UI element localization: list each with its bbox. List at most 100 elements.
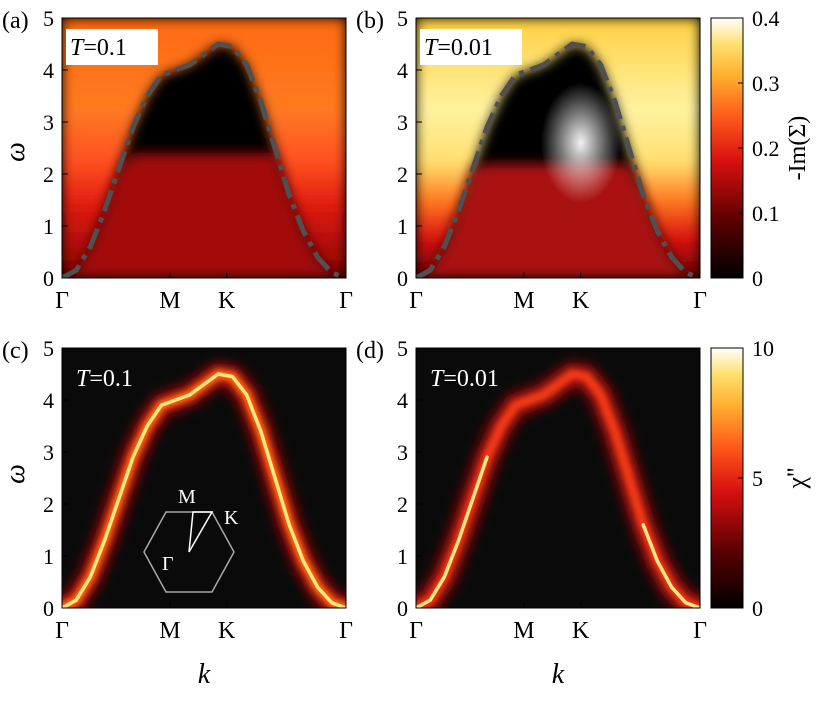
temperature-label-d: T=0.01 xyxy=(430,366,499,392)
x-tick-label: K xyxy=(572,618,590,644)
colorbar-a-label: -Im(Σ) xyxy=(785,116,811,181)
plot-a-frame xyxy=(61,17,347,279)
ticks-d: 0 1 2 3 4 5 Γ M K Γ xyxy=(397,336,707,644)
continuum-upper-a xyxy=(62,18,346,278)
y-tick-label: 3 xyxy=(43,440,54,465)
inset-label-gamma: Γ xyxy=(162,553,174,575)
x-tick-label: M xyxy=(513,618,534,644)
temp-box-a xyxy=(66,29,158,65)
dispersion-line-b xyxy=(416,41,700,278)
y-tick-label: 3 xyxy=(397,110,408,135)
panel-d: 0 1 2 3 4 5 Γ M K Γ T=0.01 (d) k xyxy=(356,336,707,690)
continuum-upper-b xyxy=(416,18,700,278)
ticks-b: 0 1 2 3 4 5 Γ M K Γ xyxy=(397,6,707,314)
x-tick-label: Γ xyxy=(409,618,423,644)
heatmap-d xyxy=(416,362,700,608)
temperature-label-c: T=0.1 xyxy=(76,366,133,392)
continuum-lower-a xyxy=(62,153,346,278)
y-tick-label: 1 xyxy=(43,214,54,239)
colorbar-tick-label: 0.1 xyxy=(752,201,780,226)
panel-label-a: (a) xyxy=(2,8,29,34)
colorbar-b-label: χ'' xyxy=(782,468,811,490)
y-tick-label: 2 xyxy=(43,492,54,517)
spectral-core-c xyxy=(62,372,346,608)
heatmap-b xyxy=(416,18,700,278)
x-tick-label: K xyxy=(218,288,236,314)
y-tick-label: 0 xyxy=(43,266,54,291)
y-tick-label: 1 xyxy=(43,544,54,569)
colorbar-tick-label: 0.4 xyxy=(752,6,780,31)
panel-label-d: (d) xyxy=(356,338,384,364)
y-tick-label: 2 xyxy=(397,162,408,187)
x-tick-label: Γ xyxy=(409,288,423,314)
y-tick-label: 4 xyxy=(397,388,408,413)
colorbar-tick-label: 0 xyxy=(752,596,763,621)
x-tick-label: Γ xyxy=(55,288,69,314)
colorbar-tick-label: 10 xyxy=(752,336,774,361)
panel-c: 0 1 2 3 4 5 Γ M K Γ T=0.1 (c) ω k M K Γ xyxy=(0,336,353,690)
panel-b: 0 1 2 3 4 5 Γ M K Γ T=0.01 (b) xyxy=(356,6,707,314)
x-tick-label: K xyxy=(572,288,590,314)
intensity-glow-b xyxy=(540,82,621,203)
hexagon-outline xyxy=(143,511,235,593)
irreducible-path xyxy=(188,511,214,553)
x-axis-label-c: k xyxy=(198,659,211,690)
plot-c-frame xyxy=(61,347,347,609)
y-tick-label: 0 xyxy=(43,596,54,621)
ticks-a: 0 1 2 3 4 5 Γ M K Γ xyxy=(43,6,353,314)
x-tick-label: M xyxy=(159,618,180,644)
x-tick-label: Γ xyxy=(693,288,707,314)
colorbar-b-ticks: 0 5 10 xyxy=(738,336,774,621)
plot-b-frame xyxy=(415,17,701,279)
colorbar-a-ticks: 0 0.1 0.2 0.3 0.4 xyxy=(738,6,780,291)
continuum-lower-b xyxy=(416,163,700,278)
x-tick-label: M xyxy=(513,288,534,314)
temperature-label-b: T=0.01 xyxy=(424,35,493,61)
y-tick-label: 0 xyxy=(397,596,408,621)
plot-d-frame xyxy=(415,347,701,609)
colorbar-tick-label: 5 xyxy=(752,466,763,491)
x-tick-label: M xyxy=(159,288,180,314)
x-tick-label: Γ xyxy=(339,618,353,644)
heatmap-a xyxy=(62,18,346,278)
colorbar-b: 0 5 10 χ'' xyxy=(710,336,811,621)
y-tick-label: 5 xyxy=(43,336,54,361)
colorbar-a-gradient xyxy=(710,17,744,279)
panel-label-b: (b) xyxy=(356,8,384,34)
x-tick-label: Γ xyxy=(339,288,353,314)
y-tick-label: 2 xyxy=(397,492,408,517)
dispersion-line-a xyxy=(62,41,346,278)
spectral-core-right-d xyxy=(641,523,700,608)
temperature-label-a: T=0.1 xyxy=(70,35,127,61)
y-tick-label: 4 xyxy=(43,58,54,83)
x-tick-label: Γ xyxy=(55,618,69,644)
colorbar-a: 0 0.1 0.2 0.3 0.4 -Im(Σ) xyxy=(710,6,811,291)
colorbar-tick-label: 0.2 xyxy=(752,136,780,161)
panel-label-c: (c) xyxy=(2,338,29,364)
y-tick-label: 1 xyxy=(397,544,408,569)
colorbar-tick-label: 0.3 xyxy=(752,71,780,96)
y-tick-label: 3 xyxy=(397,440,408,465)
y-tick-label: 5 xyxy=(397,336,408,361)
inset-label-m: M xyxy=(178,486,196,508)
spectral-core-left-d xyxy=(416,455,489,608)
y-tick-label: 4 xyxy=(397,58,408,83)
y-tick-label: 5 xyxy=(43,6,54,31)
y-tick-label: 0 xyxy=(397,266,408,291)
y-tick-label: 5 xyxy=(397,6,408,31)
y-axis-label-a: ω xyxy=(0,142,31,162)
colorbar-tick-label: 0 xyxy=(752,266,763,291)
y-tick-label: 4 xyxy=(43,388,54,413)
y-tick-label: 3 xyxy=(43,110,54,135)
brillouin-zone-inset: M K Γ xyxy=(143,486,239,593)
y-axis-label-c: ω xyxy=(0,464,31,484)
y-tick-label: 2 xyxy=(43,162,54,187)
x-tick-label: Γ xyxy=(693,618,707,644)
y-tick-label: 1 xyxy=(397,214,408,239)
x-tick-label: K xyxy=(218,618,236,644)
x-axis-label-d: k xyxy=(552,659,565,690)
temp-box-b xyxy=(420,29,522,65)
inset-label-k: K xyxy=(224,507,239,529)
colorbar-b-gradient xyxy=(710,347,744,609)
